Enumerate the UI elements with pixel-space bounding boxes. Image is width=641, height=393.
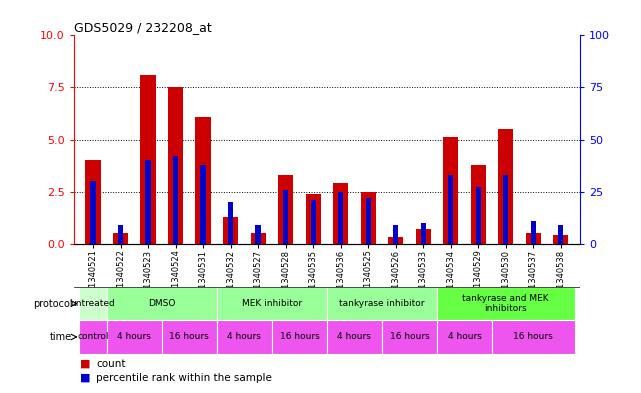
Text: 4 hours: 4 hours [447, 332, 481, 342]
Text: ■: ■ [80, 358, 90, 369]
Bar [201, 165, 206, 244]
Text: GSM1340522: GSM1340522 [116, 250, 125, 305]
Text: 4 hours: 4 hours [338, 332, 371, 342]
Bar [79, 287, 107, 320]
Text: 4 hours: 4 hours [228, 332, 262, 342]
Bar [272, 320, 327, 354]
Text: tankyrase and MEK
inhibitors: tankyrase and MEK inhibitors [463, 294, 549, 313]
Text: GSM1340530: GSM1340530 [501, 250, 510, 305]
Bar [448, 175, 453, 244]
Text: percentile rank within the sample: percentile rank within the sample [96, 373, 272, 383]
Bar [437, 320, 492, 354]
Bar [388, 237, 403, 244]
Text: GSM1340537: GSM1340537 [529, 250, 538, 306]
Text: GSM1340523: GSM1340523 [144, 250, 153, 305]
Text: GSM1340521: GSM1340521 [88, 250, 97, 305]
Bar [228, 202, 233, 244]
Text: DMSO: DMSO [148, 299, 176, 308]
Text: MEK inhibitor: MEK inhibitor [242, 299, 302, 308]
Bar [162, 320, 217, 354]
Bar [382, 320, 437, 354]
Bar [310, 200, 316, 244]
Text: GSM1340536: GSM1340536 [336, 250, 345, 306]
Bar [113, 233, 128, 244]
Bar [79, 320, 107, 354]
Bar [140, 75, 156, 244]
Text: GSM1340527: GSM1340527 [254, 250, 263, 305]
Text: time: time [50, 332, 72, 342]
Bar [470, 165, 486, 244]
Text: GSM1340531: GSM1340531 [199, 250, 208, 305]
Bar [437, 287, 574, 320]
Text: GDS5029 / 232208_at: GDS5029 / 232208_at [74, 21, 212, 34]
Bar [415, 229, 431, 244]
Bar [531, 221, 536, 244]
Text: 16 hours: 16 hours [390, 332, 429, 342]
Text: control: control [77, 332, 109, 342]
Bar [476, 187, 481, 244]
Bar [338, 191, 344, 244]
Bar [107, 320, 162, 354]
Text: count: count [96, 358, 126, 369]
Bar [393, 225, 398, 244]
Text: ■: ■ [80, 373, 90, 383]
Bar [173, 156, 178, 244]
Bar [223, 217, 238, 244]
Text: untreated: untreated [71, 299, 115, 308]
Bar [361, 191, 376, 244]
Bar [492, 320, 574, 354]
Bar [196, 117, 211, 244]
Text: GSM1340525: GSM1340525 [363, 250, 372, 305]
Text: GSM1340529: GSM1340529 [474, 250, 483, 305]
Bar [283, 189, 288, 244]
Bar [85, 160, 101, 244]
Bar [558, 225, 563, 244]
Text: 16 hours: 16 hours [513, 332, 553, 342]
Bar [217, 287, 327, 320]
Text: 4 hours: 4 hours [117, 332, 151, 342]
Bar [327, 320, 382, 354]
Bar [420, 223, 426, 244]
Bar [333, 183, 348, 244]
Bar [278, 175, 293, 244]
Text: GSM1340534: GSM1340534 [446, 250, 455, 305]
Bar [503, 175, 508, 244]
Bar [365, 198, 371, 244]
Text: protocol: protocol [33, 299, 72, 309]
Text: GSM1340528: GSM1340528 [281, 250, 290, 305]
Bar [90, 181, 96, 244]
Bar [217, 320, 272, 354]
Bar [107, 287, 217, 320]
Text: GSM1340526: GSM1340526 [391, 250, 400, 305]
Text: GSM1340535: GSM1340535 [309, 250, 318, 305]
Bar [443, 138, 458, 244]
Bar [146, 160, 151, 244]
Text: GSM1340538: GSM1340538 [556, 250, 565, 306]
Bar [251, 233, 265, 244]
Text: GSM1340533: GSM1340533 [419, 250, 428, 306]
Bar [306, 194, 320, 244]
Bar [168, 87, 183, 244]
Bar [498, 129, 513, 244]
Text: 16 hours: 16 hours [169, 332, 209, 342]
Bar [526, 233, 541, 244]
Text: 16 hours: 16 hours [279, 332, 319, 342]
Text: GSM1340532: GSM1340532 [226, 250, 235, 305]
Text: GSM1340524: GSM1340524 [171, 250, 180, 305]
Text: tankyrase inhibitor: tankyrase inhibitor [339, 299, 425, 308]
Bar [327, 287, 437, 320]
Bar [118, 225, 123, 244]
Bar [256, 225, 261, 244]
Bar [553, 235, 569, 244]
